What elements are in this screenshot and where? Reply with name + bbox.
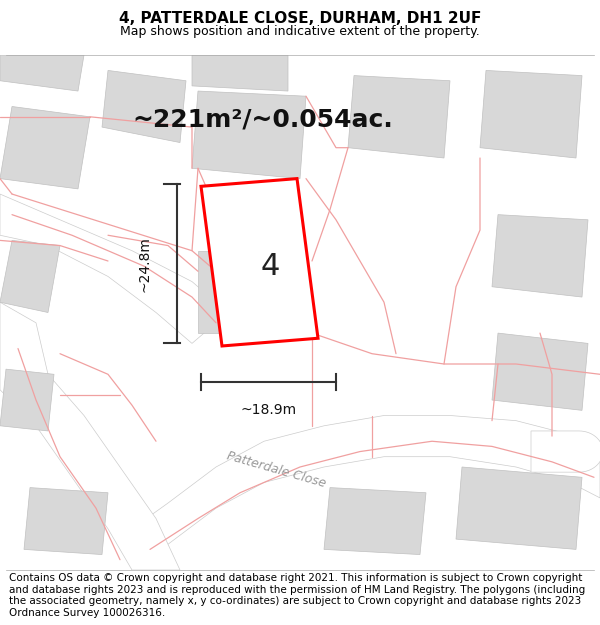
Polygon shape — [0, 106, 90, 189]
Polygon shape — [531, 431, 600, 472]
Polygon shape — [456, 467, 582, 549]
Polygon shape — [24, 488, 108, 554]
Polygon shape — [132, 416, 600, 570]
Polygon shape — [324, 488, 426, 554]
Polygon shape — [348, 76, 450, 158]
Text: Map shows position and indicative extent of the property.: Map shows position and indicative extent… — [120, 26, 480, 39]
Polygon shape — [0, 241, 60, 312]
Polygon shape — [192, 55, 288, 91]
Polygon shape — [201, 179, 318, 346]
Text: Patterdale Close: Patterdale Close — [225, 449, 327, 490]
Polygon shape — [192, 91, 306, 179]
Text: 4, PATTERDALE CLOSE, DURHAM, DH1 2UF: 4, PATTERDALE CLOSE, DURHAM, DH1 2UF — [119, 11, 481, 26]
Text: ~24.8m: ~24.8m — [137, 236, 151, 291]
Text: ~221m²/~0.054ac.: ~221m²/~0.054ac. — [132, 107, 393, 131]
Polygon shape — [492, 333, 588, 411]
Polygon shape — [198, 251, 300, 333]
Polygon shape — [0, 55, 84, 91]
Polygon shape — [480, 71, 582, 158]
Polygon shape — [0, 302, 180, 570]
Polygon shape — [102, 71, 186, 142]
Polygon shape — [492, 214, 588, 297]
Polygon shape — [0, 369, 54, 431]
Text: ~18.9m: ~18.9m — [241, 402, 296, 417]
Text: 4: 4 — [260, 252, 280, 281]
Polygon shape — [0, 194, 228, 343]
Text: Contains OS data © Crown copyright and database right 2021. This information is : Contains OS data © Crown copyright and d… — [9, 573, 585, 618]
